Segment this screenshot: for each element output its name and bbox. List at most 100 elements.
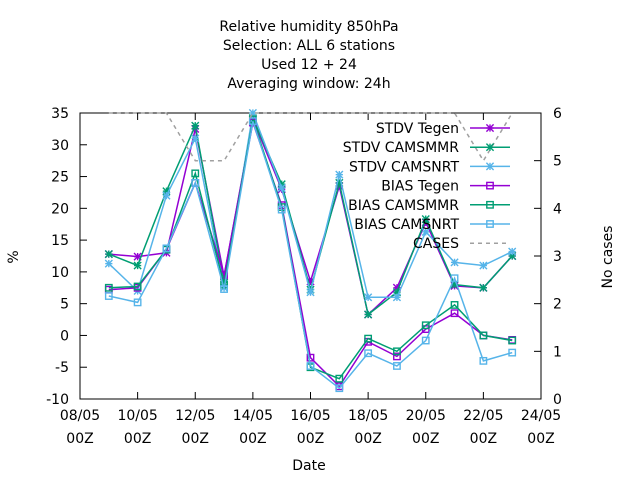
data-point: [450, 258, 459, 267]
data-point: [485, 123, 495, 133]
y-tick-label: 20: [51, 201, 69, 217]
data-point: [508, 336, 517, 345]
data-point: [486, 181, 494, 190]
series-lines: [104, 108, 517, 393]
data-point: [104, 283, 113, 292]
y-tick-label: 25: [51, 170, 69, 186]
y2-tick-label: 2: [553, 297, 562, 313]
data-point: [486, 220, 494, 228]
y-tick-label: 0: [60, 328, 69, 344]
y2-tick-label: 1: [553, 344, 562, 360]
y-tick-label: 10: [51, 265, 69, 281]
x-tick-label: 00Z: [297, 431, 324, 447]
x-tick-label: 24/05: [521, 408, 561, 424]
data-point: [162, 191, 171, 200]
data-point: [191, 134, 200, 143]
legend-label: STDV CAMSMMR: [343, 140, 459, 156]
y2-axis-label: No cases: [600, 226, 616, 289]
legend-label: STDV Tegen: [376, 121, 459, 137]
title-line: Relative humidity 850hPa: [219, 19, 398, 35]
y-tick-label: -10: [46, 392, 69, 408]
y-axis: -10 -5 0 5 10 15 20 25 30 35: [46, 106, 87, 408]
data-point: [133, 298, 142, 307]
y-tick-label: 30: [51, 138, 69, 154]
x-tick-label: 00Z: [527, 431, 554, 447]
data-point: [364, 293, 373, 302]
data-point: [133, 261, 142, 270]
x-tick-label: 22/05: [463, 408, 503, 424]
data-point: [133, 252, 142, 261]
data-point: [393, 362, 401, 370]
y-axis-label: %: [6, 250, 22, 263]
title-line: Used 12 + 24: [261, 57, 357, 73]
data-point: [248, 117, 257, 126]
x-tick-label: 00Z: [182, 431, 209, 447]
data-point: [450, 274, 459, 283]
y2-axis: 0 1 2 3 4 5 6: [534, 106, 562, 408]
x-tick-label: 12/05: [175, 408, 215, 424]
title-line: Averaging window: 24h: [227, 76, 390, 92]
x-tick-label: 14/05: [233, 408, 273, 424]
x-tick-label: 00Z: [354, 431, 381, 447]
series: [104, 108, 517, 302]
series-line: [108, 121, 513, 390]
data-point: [508, 348, 517, 357]
data-point: [104, 259, 113, 268]
x-axis-label: Date: [292, 458, 325, 474]
legend-label: STDV CAMSNRT: [349, 159, 460, 175]
y-tick-label: 5: [60, 297, 69, 313]
x-tick-label: 00Z: [239, 431, 266, 447]
x-tick-label: 16/05: [290, 408, 330, 424]
legend-label: BIAS CAMSMMR: [348, 198, 459, 214]
y2-tick-label: 5: [553, 154, 562, 170]
data-point: [277, 205, 286, 214]
x-tick-label: 00Z: [124, 431, 151, 447]
legend-label: BIAS CAMSNRT: [354, 217, 459, 233]
series-line: [108, 119, 513, 380]
data-point: [393, 347, 401, 356]
y2-tick-label: 4: [553, 201, 562, 217]
data-point: [335, 374, 344, 383]
legend: STDV Tegen STDV CAMSMMR STDV CAMSNRT BIAS T…: [343, 121, 510, 252]
data-point: [479, 261, 488, 270]
legend-label: BIAS Tegen: [381, 179, 459, 195]
data-point: [479, 356, 488, 365]
data-point: [479, 283, 488, 292]
x-tick-label: 00Z: [66, 431, 93, 447]
x-tick-label: 08/05: [60, 408, 100, 424]
x-tick-label: 00Z: [470, 431, 497, 447]
y-tick-label: -5: [55, 360, 69, 376]
y2-tick-label: 6: [553, 106, 562, 122]
y-tick-label: 15: [51, 233, 69, 249]
data-point: [306, 288, 315, 297]
data-point: [335, 384, 344, 393]
y2-tick-label: 3: [553, 249, 562, 265]
data-point: [364, 310, 373, 319]
data-point: [421, 336, 430, 345]
chart-title: Relative humidity 850hPa Selection: ALL 6…: [219, 19, 398, 92]
data-point: [191, 121, 200, 130]
data-point: [421, 215, 430, 224]
data-point: [306, 353, 315, 362]
data-point: [364, 349, 373, 358]
title-line: Selection: ALL 6 stations: [223, 38, 395, 54]
data-point: [485, 162, 495, 171]
data-point: [133, 282, 142, 291]
data-point: [162, 244, 171, 253]
data-point: [485, 143, 495, 152]
x-tick-label: 00Z: [412, 431, 439, 447]
data-point: [393, 352, 401, 361]
y-tick-label: 35: [51, 106, 69, 122]
data-point: [104, 292, 113, 300]
x-tick-label: 10/05: [117, 408, 157, 424]
data-point: [479, 331, 488, 340]
x-axis: 08/05 00Z 10/05 00Z 12/05 00Z 14/05 00Z 16/05 00Z…: [60, 113, 561, 447]
x-tick-label: 18/05: [348, 408, 388, 424]
data-point: [220, 285, 228, 293]
data-point: [450, 309, 459, 318]
series: [104, 117, 517, 393]
data-point: [306, 362, 315, 370]
x-tick-label: 20/05: [406, 408, 446, 424]
data-point: [421, 227, 430, 236]
